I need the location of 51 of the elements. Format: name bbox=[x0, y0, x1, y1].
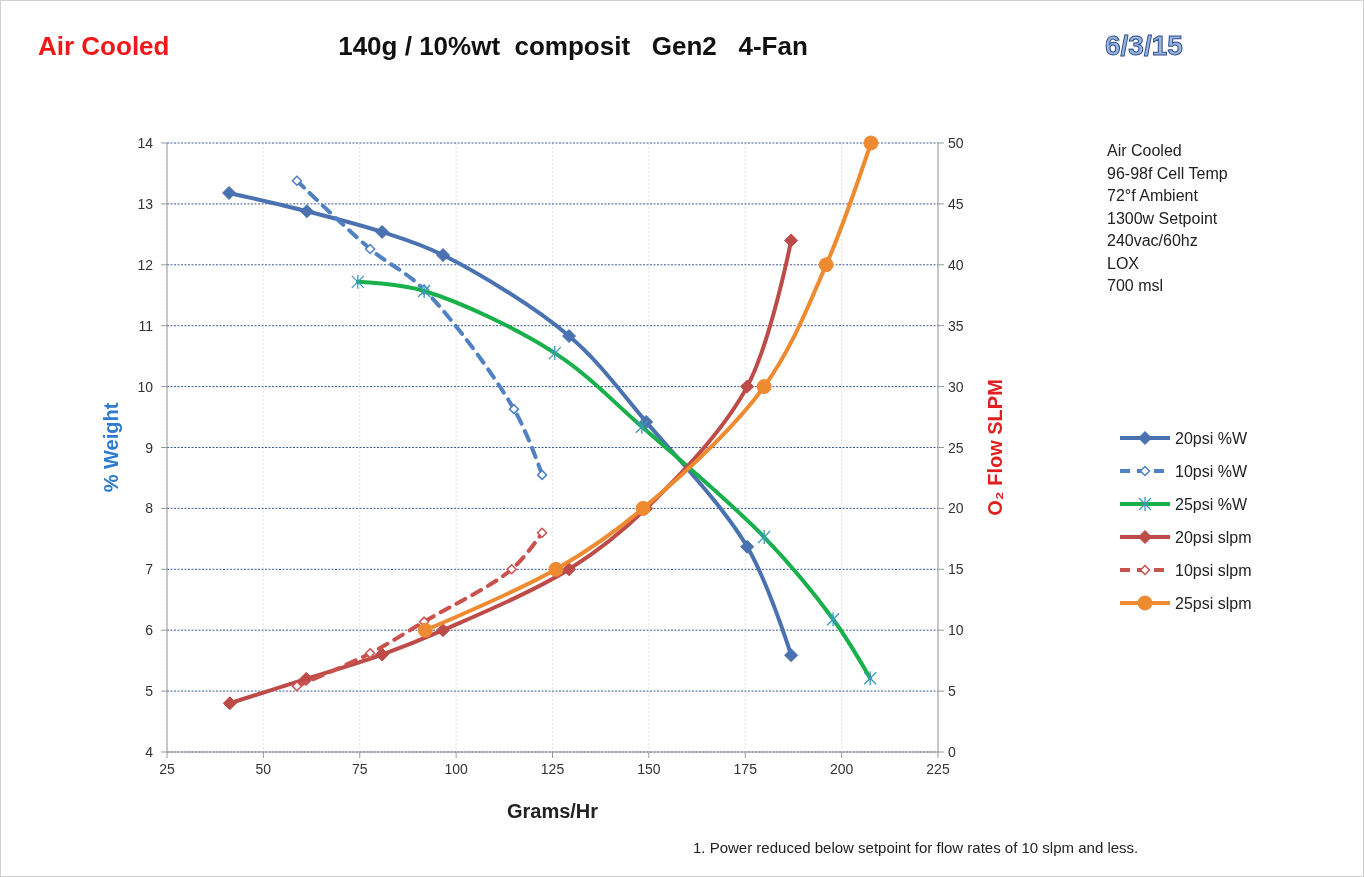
text: LOX bbox=[1107, 254, 1140, 272]
y-tick-label: 9 bbox=[145, 439, 154, 456]
text: 240vac/60hz bbox=[1107, 232, 1198, 249]
y-axis-title: % Weight bbox=[100, 402, 122, 493]
x-tick-label: 50 bbox=[255, 761, 272, 777]
text: 6/3/15 bbox=[1105, 30, 1183, 61]
y2-tick-label: 0 bbox=[948, 744, 956, 760]
y-tick-label: 11 bbox=[138, 317, 154, 334]
text: 1. Power reduced below setpoint for flow rates of 10 slpm and less. bbox=[693, 839, 1139, 856]
legend-label: 10psi %W bbox=[1175, 463, 1248, 480]
chart-title: 140g / 10%wt composit Gen2 4-Fan bbox=[338, 31, 808, 61]
y2-tick-label: 5 bbox=[948, 683, 956, 700]
x-tick-label: 200 bbox=[829, 761, 854, 777]
y2-tick-label: 20 bbox=[948, 500, 964, 517]
legend-label: 25psi slpm bbox=[1175, 595, 1252, 612]
text: 72°f Ambient bbox=[1107, 187, 1199, 204]
y-tick-label: 12 bbox=[137, 256, 154, 273]
text: 700 msl bbox=[1107, 277, 1164, 294]
y-tick-label: 6 bbox=[145, 622, 154, 639]
x-axis-title: Grams/Hr bbox=[506, 800, 599, 822]
y2-tick-label: 30 bbox=[948, 378, 964, 395]
legend-label: 10psi slpm bbox=[1175, 562, 1252, 579]
text: 96-98f Cell Temp bbox=[1107, 164, 1228, 182]
y-tick-label: 7 bbox=[145, 561, 154, 578]
legend-label: 20psi %W bbox=[1175, 430, 1248, 447]
legend-label: 25psi %W bbox=[1175, 496, 1248, 513]
x-tick-label: 75 bbox=[351, 761, 368, 777]
y-tick-label: 10 bbox=[137, 378, 154, 395]
x-tick-label: 150 bbox=[637, 761, 661, 777]
x-tick-label: 225 bbox=[926, 761, 950, 777]
y2-tick-label: 25 bbox=[948, 439, 964, 456]
x-tick-label: 25 bbox=[159, 761, 175, 777]
y-tick-label: 4 bbox=[145, 744, 154, 760]
y2-tick-label: 50 bbox=[948, 135, 964, 151]
y2-tick-label: 15 bbox=[948, 561, 964, 578]
y-tick-label: 5 bbox=[145, 683, 154, 700]
y2-tick-label: 10 bbox=[948, 622, 964, 639]
y2-tick-label: 45 bbox=[948, 195, 964, 212]
text: 1300w Setpoint bbox=[1107, 209, 1218, 227]
y2-axis-title: O₂ Flow SLPM bbox=[984, 379, 1006, 516]
y2-tick-label: 40 bbox=[948, 256, 964, 273]
y2-tick-label: 35 bbox=[948, 317, 964, 334]
y-tick-label: 14 bbox=[137, 135, 154, 151]
text: Air Cooled bbox=[38, 31, 170, 61]
x-tick-label: 100 bbox=[444, 761, 469, 777]
legend-label: 20psi slpm bbox=[1175, 529, 1252, 546]
y-tick-label: 13 bbox=[137, 195, 154, 212]
text: Air Cooled bbox=[1107, 142, 1182, 159]
y-tick-label: 8 bbox=[145, 500, 154, 517]
x-tick-label: 175 bbox=[733, 761, 758, 777]
x-tick-label: 125 bbox=[540, 761, 565, 777]
